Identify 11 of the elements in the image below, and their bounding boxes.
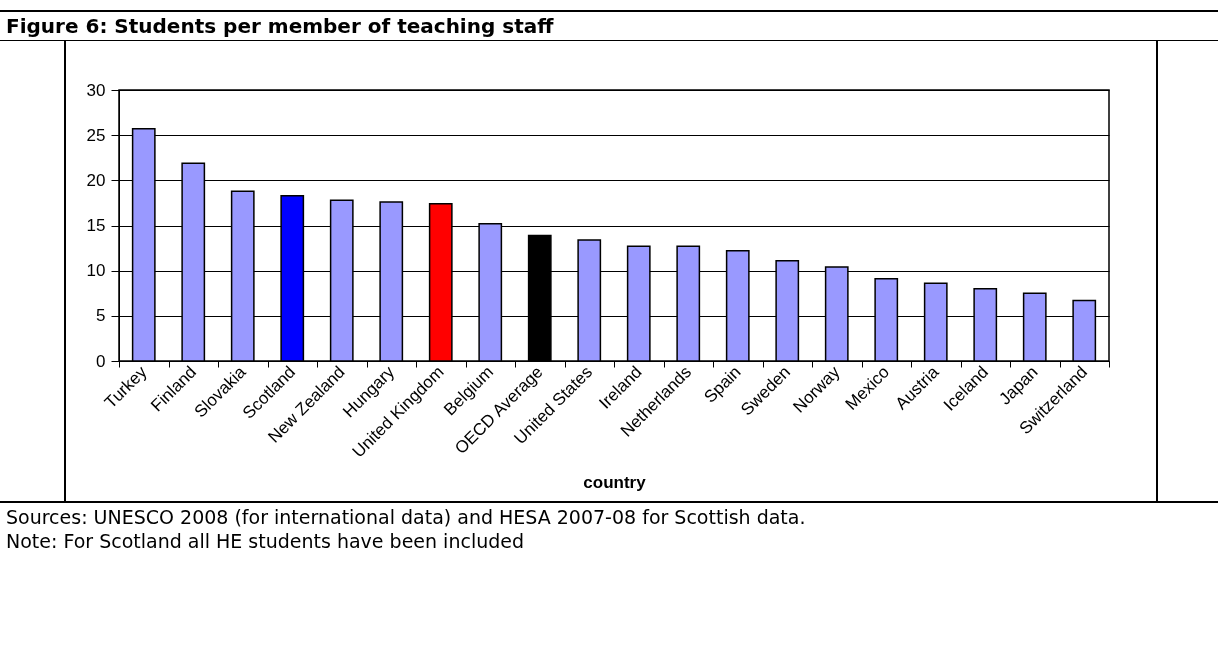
text: Note: For Scotland all HE students have been included: [6, 529, 525, 553]
y-tick-label: 20: [86, 170, 106, 190]
chart-title: Figure 6: Students per member of teaching staff: [0, 10, 1218, 41]
source-note: Sources: UNESCO 2008 (for international data) and HESA 2007-08 for Scottish data.: [6, 505, 807, 529]
y-tick-label: 10: [86, 261, 106, 281]
y-tick-label: 0: [96, 351, 106, 371]
x-axis-title: country: [583, 472, 647, 492]
y-tick-label: 5: [96, 306, 106, 326]
y-tick-label: 30: [86, 80, 106, 100]
y-tick-label: 15: [86, 216, 106, 235]
y-tick-label: 25: [86, 125, 106, 145]
